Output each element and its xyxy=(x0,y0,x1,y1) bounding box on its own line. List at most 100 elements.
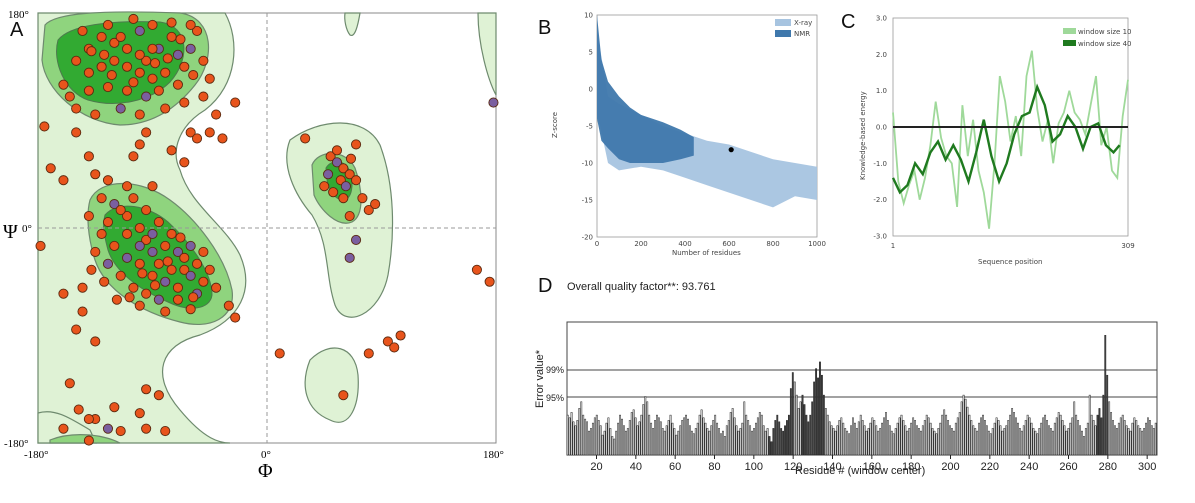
rama-point xyxy=(35,240,46,251)
errat-bar xyxy=(1020,430,1023,456)
rama-point xyxy=(191,133,203,144)
errat-bar xyxy=(885,412,887,456)
rama-point xyxy=(382,336,393,347)
rama-point xyxy=(338,193,349,204)
errat-bar xyxy=(921,425,924,456)
rama-point xyxy=(83,414,94,425)
legend-label-xray: X-ray xyxy=(794,19,812,27)
rama-point xyxy=(185,304,196,315)
rama-ytick-zero: 0° xyxy=(22,223,32,235)
errat-bar xyxy=(1030,422,1033,456)
errat-bar xyxy=(1057,412,1060,456)
rama-point-purple xyxy=(109,199,120,210)
rama-point xyxy=(134,258,145,269)
errat-bar xyxy=(817,377,819,456)
errat-bar xyxy=(679,425,682,456)
errat-bar xyxy=(595,414,598,456)
rama-point xyxy=(141,234,152,245)
errat-bar xyxy=(760,414,763,456)
rama-point xyxy=(217,133,228,144)
errat-bar xyxy=(1145,422,1147,456)
rama-point xyxy=(134,67,145,78)
errat-bar xyxy=(1141,430,1144,456)
rama-points xyxy=(35,13,499,446)
errat-bar xyxy=(933,430,936,456)
errat-bar xyxy=(1036,433,1039,456)
errat-bar xyxy=(751,430,753,456)
errat-bar xyxy=(1075,414,1078,456)
errat-bar xyxy=(623,425,625,456)
errat-bar xyxy=(624,430,627,456)
rama-point xyxy=(64,91,75,102)
errat-bar xyxy=(964,398,967,456)
errat-bar xyxy=(968,414,971,456)
errat-bar xyxy=(791,372,794,456)
rama-point xyxy=(122,43,133,54)
errat-bar xyxy=(853,422,856,456)
errat-bar xyxy=(578,408,581,456)
errat-bar xyxy=(935,433,938,456)
errat-xtick-label: 80 xyxy=(708,461,720,473)
errat-bar xyxy=(1059,414,1062,456)
errat-bar xyxy=(667,420,670,456)
rama-point xyxy=(370,199,381,210)
panel-label-a: A xyxy=(10,19,24,41)
errat-bar xyxy=(766,428,769,456)
rama-point xyxy=(106,70,117,81)
errat-bar xyxy=(916,425,918,456)
errat-bar xyxy=(582,414,585,456)
errat-bar xyxy=(720,433,722,456)
errat-bar xyxy=(896,422,899,456)
zscore-ytick-label: -10 xyxy=(582,160,593,168)
rama-point xyxy=(58,175,69,186)
energy-xtick-label: 1 xyxy=(891,242,895,250)
rama-point xyxy=(338,163,349,174)
rama-point xyxy=(141,423,152,434)
errat-xtick-label: 160 xyxy=(863,461,881,473)
rama-point xyxy=(134,408,145,419)
errat-bar xyxy=(584,418,587,456)
errat-bar xyxy=(925,414,928,456)
errat-bar xyxy=(1114,425,1116,456)
errat-bar xyxy=(605,422,608,456)
rama-xtick-zero: 0° xyxy=(261,449,271,461)
errat-bar xyxy=(945,414,948,456)
rama-point-purple xyxy=(323,169,334,180)
rama-ylabel: Ψ xyxy=(3,221,18,243)
errat-bar xyxy=(807,421,810,456)
zscore-xtick-label: 200 xyxy=(634,240,647,248)
rama-point xyxy=(128,77,139,88)
errat-bar xyxy=(741,422,744,456)
errat-bar xyxy=(875,425,878,456)
errat-bar xyxy=(869,422,872,456)
errat-bar xyxy=(708,430,711,456)
errat-bar xyxy=(591,422,594,456)
errat-bar xyxy=(912,417,915,456)
rama-point xyxy=(96,61,107,72)
errat-bar xyxy=(995,417,998,456)
rama-point-purple xyxy=(185,240,196,251)
rama-point xyxy=(160,426,171,437)
rama-point-purple xyxy=(185,270,196,281)
rama-point xyxy=(153,216,164,228)
errat-bar xyxy=(788,414,790,456)
rama-point-purple xyxy=(172,246,183,257)
rama-point xyxy=(71,103,82,114)
errat-bar xyxy=(636,425,639,456)
errat-xtick-label: 220 xyxy=(981,461,999,473)
rama-point-purple xyxy=(147,228,158,240)
errat-bar xyxy=(822,394,825,456)
errat-bar xyxy=(669,414,672,456)
errat-bar xyxy=(665,425,668,456)
legend-label-window10: window size 10 xyxy=(1078,28,1132,36)
errat-bar xyxy=(902,420,905,456)
errat-bar xyxy=(574,425,577,456)
errat-bar xyxy=(570,412,573,456)
energy-xlabel: Sequence position xyxy=(978,258,1042,266)
errat-bar xyxy=(1106,374,1109,456)
errat-bar xyxy=(937,428,940,456)
errat-bar xyxy=(927,417,930,456)
rama-point xyxy=(39,121,50,132)
errat-bar xyxy=(568,417,571,456)
rama-ytick-bottom: -180° xyxy=(4,438,29,450)
